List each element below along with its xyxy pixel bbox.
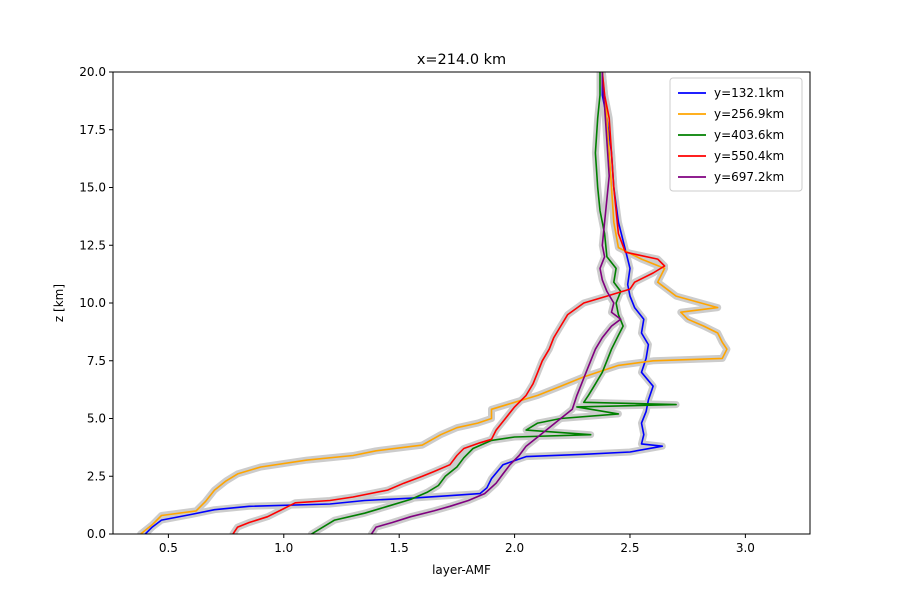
x-tick-label: 1.0	[274, 541, 293, 555]
y-tick-label: 7.5	[87, 354, 106, 368]
y-tick-label: 5.0	[87, 412, 106, 426]
series-lines	[140, 72, 728, 534]
y-axis-ticks: 0.0 2.5 5.0 7.5 10.0 12.5 15.0 17.5 20.0	[79, 65, 113, 541]
x-tick-label: 2.5	[620, 541, 639, 555]
legend-label: y=256.9km	[714, 107, 784, 121]
legend-label: y=403.6km	[714, 128, 784, 142]
legend: y=132.1km y=256.9km y=403.6km y=550.4km y=69…	[669, 77, 803, 192]
legend-label: y=697.2km	[714, 170, 784, 184]
series-line-1	[144, 72, 664, 534]
legend-label: y=550.4km	[714, 149, 784, 163]
y-tick-label: 17.5	[79, 123, 106, 137]
x-axis-ticks: 0.5 1.0 1.5 2.0 2.5 3.0	[159, 534, 755, 555]
y-tick-label: 0.0	[87, 527, 106, 541]
legend-label: y=132.1km	[714, 86, 784, 100]
x-tick-label: 0.5	[159, 541, 178, 555]
series-line-4	[232, 72, 666, 534]
legend-box	[669, 77, 803, 192]
y-tick-label: 12.5	[79, 238, 106, 252]
y-tick-label: 15.0	[79, 181, 106, 195]
series-line-5	[370, 72, 622, 534]
x-tick-label: 2.0	[505, 541, 524, 555]
x-axis-title: layer-AMF	[432, 563, 491, 577]
y-tick-label: 2.5	[87, 469, 106, 483]
y-tick-label: 10.0	[79, 296, 106, 310]
x-tick-label: 1.5	[390, 541, 409, 555]
series-line-3	[311, 72, 677, 534]
chart-title: x=214.0 km	[417, 52, 506, 68]
y-axis-title: z [km]	[52, 284, 66, 322]
x-tick-label: 3.0	[736, 541, 755, 555]
y-tick-label: 20.0	[79, 65, 106, 79]
